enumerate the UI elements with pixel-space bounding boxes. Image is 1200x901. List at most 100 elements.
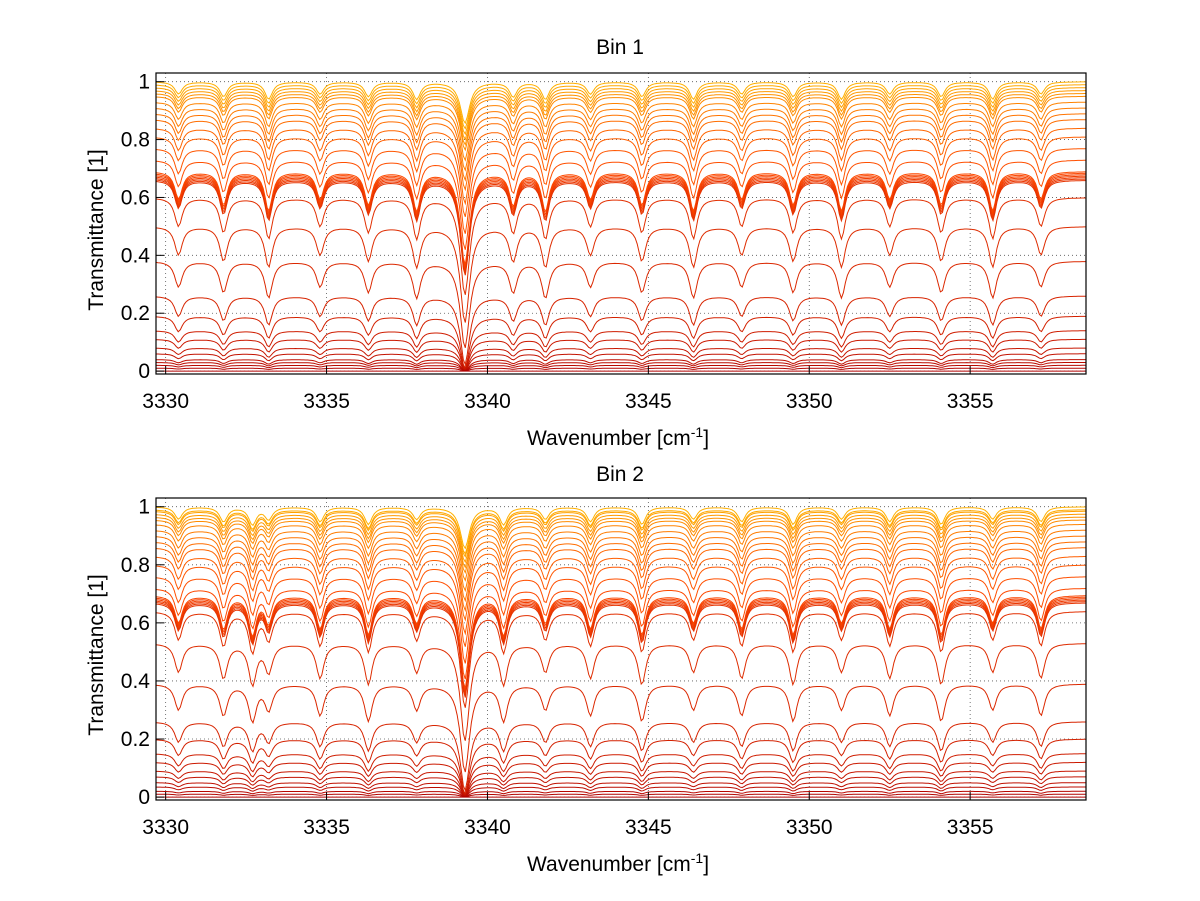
tick-labels: 3330 3335 3340 3345 3350 3355 0 0.2 0.4 0.6 0.8 1	[121, 496, 994, 839]
x-tick-label: 3330	[142, 816, 189, 839]
y-axis-label: Transmittance [1]	[85, 574, 108, 735]
spectrum-series-line	[155, 172, 1087, 267]
spectrum-series-line	[155, 136, 1086, 217]
y-tick-label: 0	[138, 786, 150, 809]
spectrum-series-line	[155, 174, 1086, 269]
x-tick-label: 3340	[464, 816, 511, 839]
spectrum-series-line	[155, 113, 1086, 182]
spectrum-series-line	[155, 171, 1086, 265]
spectrum-series-line	[155, 95, 1086, 152]
spectrum-series-line	[155, 513, 1087, 564]
series-group	[155, 81, 1087, 372]
x-tick-label: 3355	[947, 390, 994, 413]
spectrum-series-line	[155, 338, 1086, 371]
y-tick-label: 0.4	[121, 244, 151, 267]
spectrum-series-line	[155, 547, 1086, 622]
spectrum-series-line	[155, 84, 1086, 130]
spectrum-series-line	[155, 295, 1086, 367]
spectrum-series-line	[155, 535, 1086, 603]
y-tick-label: 1	[138, 71, 150, 94]
spectrum-series-line	[156, 776, 1086, 797]
spectrum-series-line	[155, 315, 1086, 370]
x-tick-label: 3340	[464, 390, 511, 413]
spectrum-series-line	[155, 180, 1086, 276]
y-tick-label: 0.8	[121, 129, 150, 152]
spectrum-series-line	[155, 596, 1086, 691]
spectrum-series-line	[155, 127, 1086, 206]
spectrum-series-line	[155, 576, 1086, 664]
x-axis-label: Wavenumber [cm-1]	[527, 424, 709, 450]
spectrum-series-line	[156, 790, 1086, 798]
spectrum-series-line	[156, 347, 1086, 371]
spectrum-series-line	[155, 81, 1086, 125]
y-tick-label: 0.6	[121, 612, 150, 635]
spectrum-series-line	[155, 159, 1086, 250]
x-axis-label: Wavenumber [cm-1]	[527, 850, 709, 876]
spectrum-series-line	[155, 226, 1086, 323]
spectrum-series-line	[155, 529, 1086, 593]
spectrum-series-line	[155, 519, 1086, 574]
spectrum-series-line	[155, 509, 1086, 555]
x-tick-label: 3335	[303, 816, 350, 839]
spectrum-series-line	[155, 506, 1087, 550]
spectrum-series-line	[155, 90, 1086, 141]
axes-box	[155, 72, 1087, 375]
x-tick-label: 3355	[947, 816, 994, 839]
plot-title: Bin 1	[596, 36, 644, 59]
spectrum-series-line	[156, 353, 1086, 371]
spectrum-series-line	[156, 782, 1086, 797]
spectrum-series-line	[155, 564, 1087, 647]
x-tick-label: 3345	[625, 390, 672, 413]
spectrum-series-line	[155, 643, 1087, 741]
spectrum-series-line	[156, 359, 1086, 372]
series-group	[155, 506, 1087, 798]
spectrum-series-line	[156, 770, 1086, 797]
spectrum-series-line	[155, 602, 1086, 698]
spectrum-series-line	[155, 177, 1086, 272]
spectrum-series-line	[155, 523, 1087, 582]
spectrum-series-line	[155, 598, 1086, 693]
spectrum-series-line	[155, 87, 1086, 136]
spectrum-series-line	[155, 362, 1086, 372]
spectrum-series-line	[155, 197, 1086, 295]
spectrum-series-line	[155, 556, 1086, 636]
y-axis-label: Transmittance [1]	[85, 149, 108, 310]
spectrum-series-line	[155, 101, 1087, 162]
spectrum-series-line	[156, 367, 1086, 372]
y-tick-label: 0.4	[121, 670, 151, 693]
spectrum-series-line	[156, 786, 1086, 798]
x-tick-label: 3335	[303, 390, 350, 413]
x-tick-label: 3330	[142, 390, 189, 413]
spectrum-series-line	[155, 148, 1086, 234]
spectrum-series-line	[155, 738, 1086, 796]
spectrum-series-line	[155, 261, 1086, 348]
x-tick-label: 3350	[786, 390, 833, 413]
y-tick-label: 0	[138, 360, 150, 383]
plot-title: Bin 2	[596, 463, 644, 486]
spectrum-series-line	[155, 178, 1087, 274]
spectrum-series-line	[155, 330, 1086, 370]
spectrum-series-line	[155, 761, 1086, 797]
spectrum-series-line	[155, 683, 1087, 773]
spectrum-series-line	[155, 93, 1086, 147]
y-tick-label: 0.6	[121, 186, 150, 209]
plot-panel-bin-1: Bin 1 3330 3335 3340 3345 3350 3355 0 0.2 0.4 0.6…	[85, 36, 1087, 450]
y-tick-label: 0.2	[121, 302, 150, 325]
tick-labels: 3330 3335 3340 3345 3350 3355 0 0.2 0.4 0.6 0.8 1	[121, 71, 994, 413]
spectrum-series-line	[155, 601, 1087, 696]
spectrum-series-line	[155, 753, 1086, 796]
spectrum-series-line	[156, 793, 1086, 798]
axes-box	[155, 497, 1087, 801]
spectrum-series-line	[155, 611, 1086, 708]
spectrum-series-line	[156, 364, 1086, 372]
plot-panel-bin-2: Bin 2 3330 3335 3340 3345 3350 3355 0 0.2 0.4 0.6…	[85, 463, 1087, 876]
spectrum-series-line	[155, 588, 1087, 680]
spectrum-series-line	[155, 119, 1086, 192]
y-tick-label: 1	[138, 496, 150, 519]
y-tick-label: 0.8	[121, 554, 150, 577]
spectrum-series-line	[155, 516, 1086, 569]
y-tick-label: 0.2	[121, 728, 150, 751]
spectrum-series-line	[155, 175, 1087, 271]
